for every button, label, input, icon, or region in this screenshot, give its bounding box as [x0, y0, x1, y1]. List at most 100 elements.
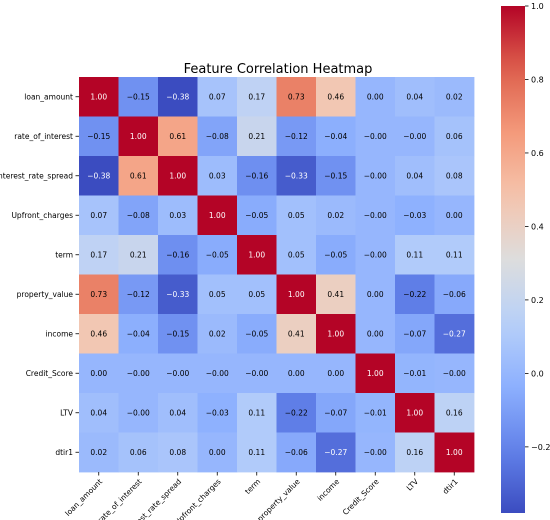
heatmap-cell [197, 195, 238, 236]
y-tick-label: loan_amount [24, 92, 73, 101]
cell-annotation: −0.22 [403, 290, 426, 299]
cell-annotation: 0.61 [169, 132, 186, 141]
cell-annotation: 0.04 [406, 92, 423, 101]
heatmap-cell [158, 393, 198, 433]
cell-annotation: 0.02 [446, 92, 463, 101]
cell-annotation: −0.01 [403, 369, 426, 378]
x-tick-label: income [315, 477, 341, 503]
heatmap-cell [118, 393, 159, 433]
heatmap-cell [355, 274, 396, 315]
heatmap-cell [355, 156, 396, 196]
heatmap-cell [355, 77, 396, 117]
heatmap-cells [79, 77, 475, 473]
heatmap-cell [316, 235, 356, 275]
colorbar-tick-label: 0.6 [531, 149, 544, 158]
heatmap-cell [118, 116, 159, 157]
heatmap-cell [237, 156, 277, 196]
heatmap-cell [79, 195, 119, 236]
cell-annotations: 1.00 −0.15 −0.38 0.07 0.17 0.73 0.46 0.00 0.04 0.… [87, 92, 466, 457]
heatmap-cell [197, 235, 238, 275]
heatmap-cell [158, 274, 198, 315]
cell-annotation: −0.04 [324, 132, 347, 141]
cell-annotation: −0.33 [285, 171, 308, 180]
cell-annotation: 0.06 [130, 448, 147, 457]
heatmap-cell [118, 314, 159, 354]
heatmap-cell [434, 77, 475, 117]
cell-annotation: −0.00 [206, 369, 229, 378]
cell-annotation: 0.11 [406, 250, 423, 259]
cell-annotation: 1.00 [209, 211, 226, 220]
cell-annotation: −0.06 [443, 290, 466, 299]
heatmap-cell [355, 432, 396, 473]
heatmap-cell [395, 314, 435, 354]
y-tick-label: term [55, 250, 73, 259]
heatmap-cell [276, 116, 317, 157]
heatmap-cell [276, 314, 317, 354]
heatmap-cell [434, 156, 475, 196]
cell-annotation: 0.61 [130, 171, 147, 180]
heatmap-cell [316, 393, 356, 433]
heatmap-cell [355, 195, 396, 236]
colorbar: 1.0 0.8 0.6 0.4 0.2 0.0 −0.2 [501, 2, 550, 513]
heatmap-cell [434, 195, 475, 236]
cell-annotation: 0.00 [209, 448, 226, 457]
heatmap-cell [79, 116, 119, 157]
cell-annotation: −0.12 [127, 290, 150, 299]
heatmap-cell [197, 77, 238, 117]
heatmap-cell [197, 116, 238, 157]
cell-annotation: −0.33 [166, 290, 189, 299]
cell-annotation: 1.00 [446, 448, 463, 457]
cell-annotation: −0.38 [87, 171, 110, 180]
cell-annotation: 0.00 [367, 92, 384, 101]
cell-annotation: 0.41 [288, 329, 305, 338]
heatmap-cell [158, 353, 198, 394]
heatmap-cell [434, 314, 475, 354]
x-tick-label: LTV [405, 476, 421, 492]
heatmap-cell [237, 235, 277, 275]
cell-annotation: 0.46 [327, 92, 344, 101]
cell-annotation: 1.00 [406, 408, 423, 417]
cell-annotation: −0.00 [364, 132, 387, 141]
heatmap-cell [237, 353, 277, 394]
heatmap-cell [276, 274, 317, 315]
x-axis-tick-labels: loan_amountrate_of_interestInterest_rate… [63, 472, 460, 520]
cell-annotation: 1.00 [169, 171, 186, 180]
heatmap-cell [79, 77, 119, 117]
cell-annotation: −0.05 [324, 250, 347, 259]
heatmap-cell [355, 116, 396, 157]
cell-annotation: −0.00 [403, 132, 426, 141]
cell-annotation: −0.15 [87, 132, 110, 141]
cell-annotation: 1.00 [248, 250, 265, 259]
cell-annotation: 0.02 [327, 211, 344, 220]
cell-annotation: −0.00 [364, 171, 387, 180]
cell-annotation: −0.00 [443, 369, 466, 378]
cell-annotation: −0.03 [206, 408, 229, 417]
heatmap-cell [237, 314, 277, 354]
cell-annotation: −0.15 [127, 92, 150, 101]
heatmap-cell [237, 116, 277, 157]
heatmap-cell [355, 314, 396, 354]
heatmap-cell [237, 432, 277, 473]
cell-annotation: 1.00 [90, 92, 107, 101]
heatmap-cell [158, 235, 198, 275]
colorbar-tick-label: 0.8 [531, 75, 544, 84]
heatmap-cell [118, 235, 159, 275]
cell-annotation: 0.07 [90, 211, 107, 220]
cell-annotation: 0.05 [288, 211, 305, 220]
cell-annotation: 0.73 [288, 92, 305, 101]
cell-annotation: −0.27 [324, 448, 347, 457]
heatmap-cell [158, 314, 198, 354]
heatmap-cell [237, 274, 277, 315]
y-axis-tick-labels: loan_amount rate_of_interest Interest_rate… [0, 92, 79, 457]
heatmap-cell [434, 393, 475, 433]
colorbar-tick-label: −0.2 [531, 443, 550, 452]
cell-annotation: 0.21 [248, 132, 265, 141]
heatmap-cell [158, 195, 198, 236]
x-tick-label: loan_amount [63, 477, 104, 518]
heatmap-cell [434, 432, 475, 473]
cell-annotation: 0.07 [209, 92, 226, 101]
heatmap-cell [79, 274, 119, 315]
heatmap-cell [197, 274, 238, 315]
cell-annotation: −0.00 [364, 448, 387, 457]
heatmap-cell [276, 77, 317, 117]
